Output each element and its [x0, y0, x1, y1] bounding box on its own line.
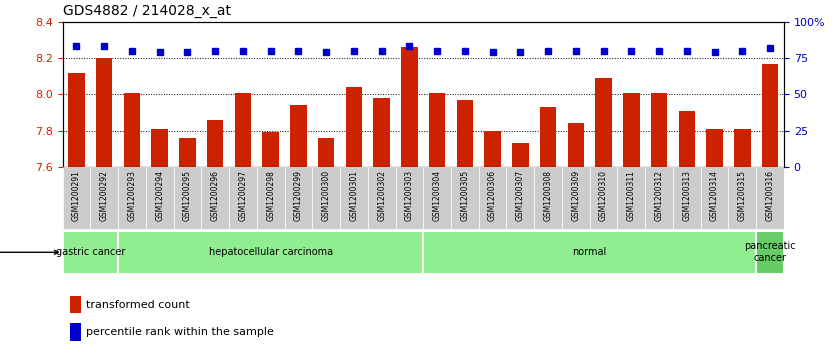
Text: GSM1200306: GSM1200306 — [488, 170, 497, 221]
Text: GSM1200302: GSM1200302 — [377, 170, 386, 221]
Bar — [456, 100, 473, 167]
Bar — [284, 167, 312, 229]
Bar — [179, 138, 196, 167]
Bar — [756, 167, 784, 229]
Bar — [423, 167, 451, 229]
Bar — [312, 167, 340, 229]
Text: normal: normal — [573, 247, 607, 257]
Bar — [395, 167, 424, 229]
Bar — [429, 93, 445, 167]
Bar — [70, 296, 81, 314]
Bar — [646, 167, 673, 229]
Text: GSM1200307: GSM1200307 — [516, 170, 525, 221]
Bar — [118, 167, 146, 229]
Bar — [706, 129, 723, 167]
Text: GSM1200316: GSM1200316 — [766, 170, 775, 221]
Bar — [617, 167, 646, 229]
Text: percentile rank within the sample: percentile rank within the sample — [86, 327, 274, 337]
Bar — [151, 129, 168, 167]
Text: gastric cancer: gastric cancer — [56, 247, 125, 257]
Text: GSM1200300: GSM1200300 — [322, 170, 330, 221]
Text: GSM1200294: GSM1200294 — [155, 170, 164, 221]
Bar — [562, 167, 590, 229]
Text: GSM1200295: GSM1200295 — [183, 170, 192, 221]
Text: GSM1200313: GSM1200313 — [682, 170, 691, 221]
Bar — [70, 323, 81, 340]
Bar — [701, 167, 728, 229]
Bar — [512, 143, 529, 167]
Bar — [540, 107, 556, 167]
Text: GSM1200298: GSM1200298 — [266, 170, 275, 221]
Bar — [679, 111, 696, 167]
Text: GDS4882 / 214028_x_at: GDS4882 / 214028_x_at — [63, 4, 230, 18]
Bar — [567, 123, 584, 167]
Bar — [485, 131, 501, 167]
Bar — [63, 167, 90, 229]
Bar — [728, 167, 756, 229]
Bar — [535, 167, 562, 229]
Bar — [423, 231, 756, 274]
Bar — [201, 167, 229, 229]
Bar — [118, 231, 423, 274]
Bar — [651, 93, 667, 167]
Bar — [506, 167, 535, 229]
Text: GSM1200310: GSM1200310 — [599, 170, 608, 221]
Bar — [673, 167, 701, 229]
Bar — [229, 167, 257, 229]
Bar — [401, 47, 418, 167]
Bar — [123, 93, 140, 167]
Bar — [451, 167, 479, 229]
Text: GSM1200309: GSM1200309 — [571, 170, 580, 221]
Bar — [68, 73, 85, 167]
Text: GSM1200297: GSM1200297 — [239, 170, 248, 221]
Bar — [318, 138, 334, 167]
Bar — [263, 132, 279, 167]
Text: GSM1200308: GSM1200308 — [544, 170, 553, 221]
Text: GSM1200304: GSM1200304 — [433, 170, 442, 221]
Bar — [734, 129, 751, 167]
Text: GSM1200299: GSM1200299 — [294, 170, 303, 221]
Bar — [345, 87, 362, 167]
Bar — [63, 231, 118, 274]
Bar — [146, 167, 173, 229]
Text: GSM1200292: GSM1200292 — [100, 170, 108, 221]
Text: GSM1200296: GSM1200296 — [211, 170, 219, 221]
Text: GSM1200291: GSM1200291 — [72, 170, 81, 221]
Text: hepatocellular carcinoma: hepatocellular carcinoma — [208, 247, 333, 257]
Bar — [90, 167, 118, 229]
Bar — [756, 231, 784, 274]
Bar — [257, 167, 284, 229]
Text: GSM1200312: GSM1200312 — [655, 170, 664, 221]
Bar — [595, 78, 612, 167]
Text: GSM1200315: GSM1200315 — [738, 170, 746, 221]
Bar — [368, 167, 395, 229]
Bar — [290, 105, 307, 167]
Bar — [340, 167, 368, 229]
Bar — [761, 64, 778, 167]
Bar — [173, 167, 201, 229]
Text: pancreatic
cancer: pancreatic cancer — [744, 241, 796, 263]
Bar — [623, 93, 640, 167]
Text: GSM1200314: GSM1200314 — [710, 170, 719, 221]
Bar — [207, 120, 224, 167]
Text: GSM1200311: GSM1200311 — [627, 170, 636, 221]
Bar — [374, 98, 390, 167]
Text: GSM1200303: GSM1200303 — [404, 170, 414, 221]
Bar — [234, 93, 251, 167]
Bar — [479, 167, 506, 229]
Text: transformed count: transformed count — [86, 300, 189, 310]
Text: disease state: disease state — [0, 247, 58, 257]
Text: GSM1200293: GSM1200293 — [128, 170, 137, 221]
Text: GSM1200301: GSM1200301 — [349, 170, 359, 221]
Bar — [96, 58, 113, 167]
Bar — [590, 167, 617, 229]
Text: GSM1200305: GSM1200305 — [460, 170, 470, 221]
